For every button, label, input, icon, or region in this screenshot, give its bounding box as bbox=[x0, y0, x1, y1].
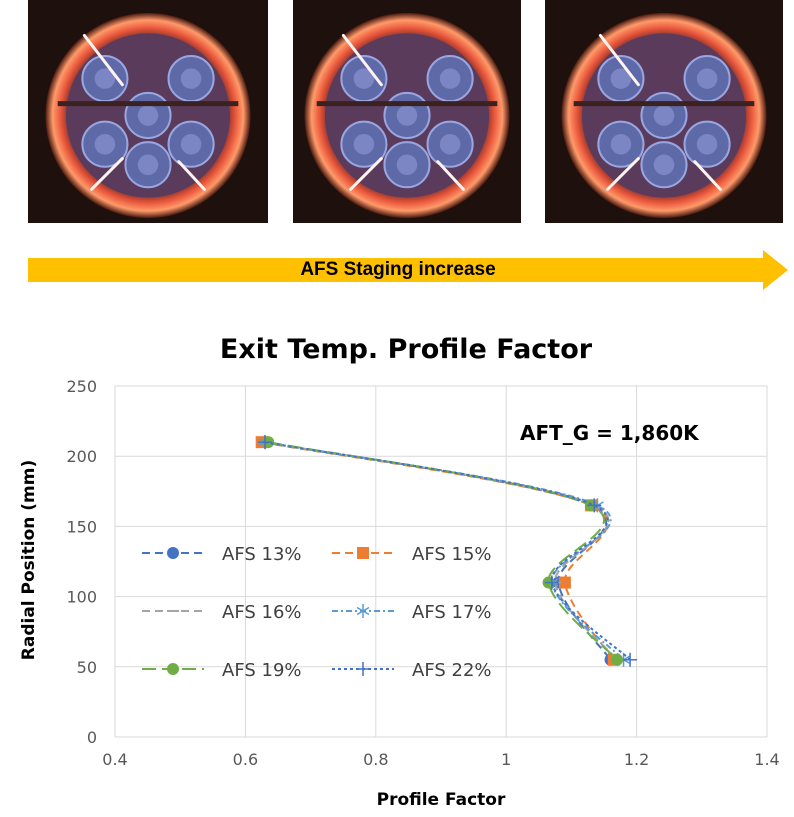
flame-image-mid-staging bbox=[293, 0, 521, 223]
y-tick-label: 200 bbox=[66, 447, 97, 466]
legend-label: AFS 17% bbox=[412, 602, 492, 623]
legend-item: AFS 15% bbox=[332, 544, 492, 565]
igniter-streak bbox=[436, 160, 465, 191]
data-point bbox=[611, 653, 624, 666]
igniter-streak bbox=[349, 157, 383, 191]
legend-item: AFS 17% bbox=[332, 602, 492, 623]
crossbar bbox=[573, 101, 755, 107]
nozzle-core bbox=[353, 68, 375, 89]
y-tick-label: 100 bbox=[66, 588, 97, 607]
nozzle-core bbox=[353, 133, 375, 155]
nozzle-core bbox=[180, 68, 202, 89]
data-point bbox=[558, 576, 571, 589]
legend-item: AFS 19% bbox=[142, 660, 302, 681]
series-line bbox=[268, 441, 618, 661]
data-point bbox=[587, 498, 602, 513]
x-tick-label: 0.8 bbox=[363, 750, 388, 769]
igniter-streak bbox=[341, 33, 383, 87]
nozzle-core bbox=[610, 133, 632, 155]
chart-title: Exit Temp. Profile Factor bbox=[220, 334, 593, 365]
nozzle-core bbox=[180, 133, 202, 155]
nozzle-core bbox=[610, 68, 632, 89]
chart-series bbox=[255, 435, 638, 667]
x-tick-label: 1 bbox=[501, 750, 511, 769]
chart-grid bbox=[114, 385, 768, 738]
nozzle-core bbox=[653, 105, 675, 126]
legend-label: AFS 16% bbox=[222, 602, 302, 623]
x-tick-label: 1.2 bbox=[624, 750, 649, 769]
nozzle-core bbox=[696, 133, 718, 155]
series-line bbox=[264, 441, 625, 661]
igniter-streak bbox=[177, 160, 206, 191]
legend-label: AFS 19% bbox=[222, 660, 302, 681]
nozzle-core bbox=[94, 68, 116, 89]
y-tick-label: 250 bbox=[66, 377, 97, 396]
nozzle-core bbox=[439, 68, 461, 89]
staging-arrow: AFS Staging increase bbox=[28, 250, 788, 290]
x-tick-label: 0.4 bbox=[102, 750, 127, 769]
x-tick-label: 0.6 bbox=[233, 750, 258, 769]
data-point bbox=[544, 575, 559, 590]
legend-label: AFS 13% bbox=[222, 544, 302, 565]
igniter-streak bbox=[82, 33, 124, 87]
legend-label: AFS 22% bbox=[412, 660, 492, 681]
legend-item: AFS 16% bbox=[142, 602, 302, 623]
igniter-streak bbox=[606, 157, 640, 191]
data-point bbox=[257, 435, 272, 450]
x-axis-label: Profile Factor bbox=[377, 790, 506, 810]
nozzle-core bbox=[439, 133, 461, 155]
y-axis-label: Radial Position (mm) bbox=[19, 460, 39, 660]
flame-photo-1 bbox=[28, 0, 268, 223]
data-point bbox=[357, 547, 369, 559]
series-line bbox=[261, 441, 615, 661]
nozzle-core bbox=[396, 154, 418, 175]
data-point bbox=[356, 604, 370, 618]
nozzle-core bbox=[137, 154, 159, 175]
aft-annotation: AFT_G = 1,860K bbox=[520, 421, 700, 445]
arrow-shape bbox=[28, 250, 788, 290]
flame-image-low-staging bbox=[28, 0, 268, 223]
data-point bbox=[167, 547, 179, 559]
flame-photo-3 bbox=[545, 0, 783, 223]
crossbar bbox=[316, 101, 498, 107]
igniter-streak bbox=[90, 157, 124, 191]
igniter-streak bbox=[693, 160, 722, 191]
chart-legend: AFS 13% AFS 15% AFS 16% AFS 17% AFS 19% AFS 2… bbox=[142, 544, 492, 681]
y-tick-label: 0 bbox=[87, 728, 97, 747]
chart-axes: 0.4 0.6 0.8 1 1.2 1.4 0 50 100 150 200 250 bbox=[66, 377, 779, 769]
nozzle-core bbox=[396, 105, 418, 126]
igniter-streak bbox=[598, 33, 640, 87]
y-tick-label: 50 bbox=[77, 658, 97, 677]
series-line bbox=[264, 441, 612, 661]
x-tick-label: 1.4 bbox=[754, 750, 779, 769]
data-point bbox=[167, 663, 179, 675]
nozzle-core bbox=[94, 133, 116, 155]
arrow-label: AFS Staging increase bbox=[300, 259, 496, 280]
legend-label: AFS 15% bbox=[412, 544, 492, 565]
nozzle-core bbox=[137, 105, 159, 126]
nozzle-core bbox=[696, 68, 718, 89]
crossbar bbox=[57, 101, 239, 107]
series-line bbox=[264, 441, 631, 661]
data-point bbox=[356, 662, 370, 676]
legend-item: AFS 22% bbox=[332, 660, 492, 681]
flame-image-high-staging bbox=[545, 0, 783, 223]
series-afs22 bbox=[257, 435, 638, 667]
data-point bbox=[623, 652, 638, 667]
y-tick-label: 150 bbox=[66, 517, 97, 536]
legend-item: AFS 13% bbox=[142, 544, 302, 565]
flame-photo-2 bbox=[293, 0, 521, 223]
nozzle-core bbox=[653, 154, 675, 175]
profile-factor-chart: 0.4 0.6 0.8 1 1.2 1.4 0 50 100 150 200 250 Exit Tem… bbox=[19, 334, 780, 810]
